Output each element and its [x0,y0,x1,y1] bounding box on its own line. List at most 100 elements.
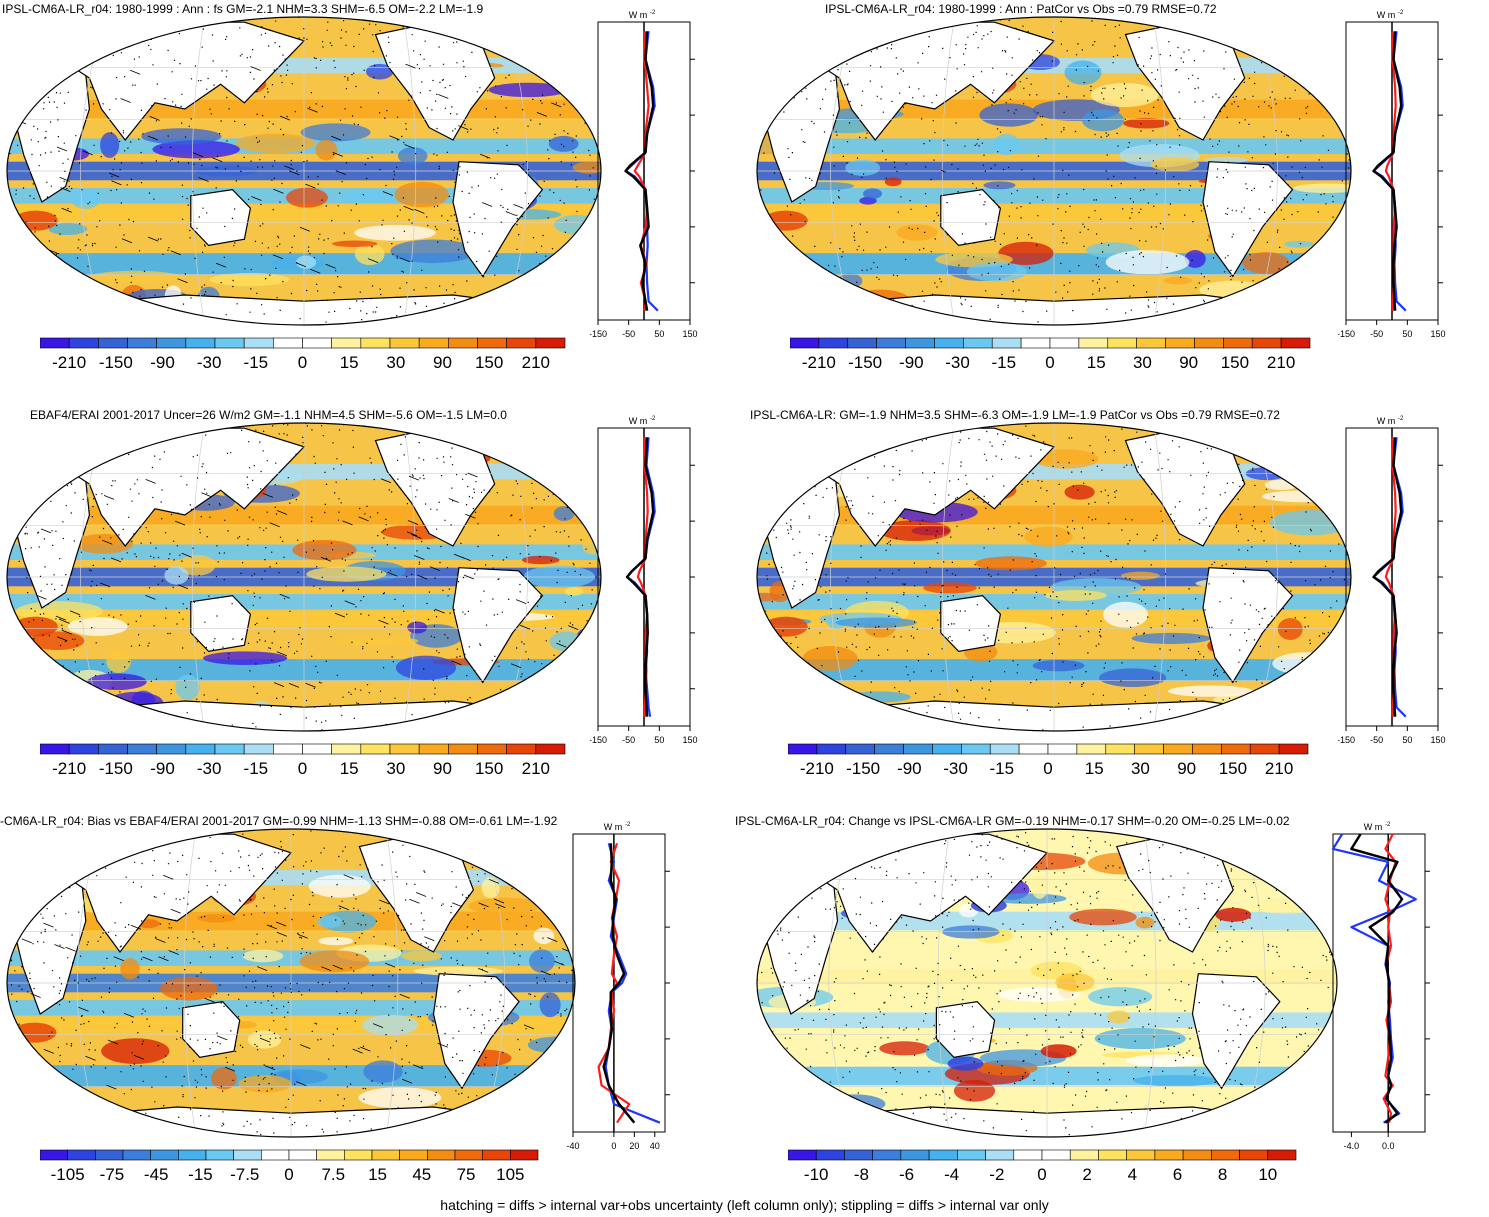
colorbar: -210 -150 -90 -30 -15 0 15 30 90 150 210 [790,337,1311,372]
map-canvas [756,422,1352,732]
panel-title: IPSL-CM6A-LR_r04: Change vs IPSL-CM6A-LR… [735,814,1290,828]
colorbar-swatch [448,337,478,349]
colorbar-swatch [932,743,962,755]
map [6,828,576,1138]
zonal-unit-sup: -2 [625,822,631,828]
colorbar-label: -30 [197,759,222,778]
colorbar-swatch [1136,337,1166,349]
colorbar: -210 -150 -90 -30 -15 0 15 30 90 150 210 [40,743,566,778]
colorbar-swatch [903,743,933,755]
colorbar-swatch [344,1149,373,1161]
colorbar-label: -210 [800,759,834,778]
colorbar-swatch [127,743,157,755]
colorbar-swatch [454,1149,483,1161]
panel-title: IPSL-CM6A-LR_r04: 1980-1999 : Ann : PatC… [825,2,1217,16]
colorbar-swatch [360,337,391,349]
colorbar-label: 75 [457,1165,476,1184]
zonal-series-red [597,842,631,1124]
colorbar-swatch [1105,743,1135,755]
colorbar-label: 30 [1131,759,1150,778]
colorbar-swatch [1013,1149,1043,1161]
colorbar-swatch [1165,337,1195,349]
colorbar-swatch [1182,1149,1212,1161]
colorbar-label: 7.5 [321,1165,345,1184]
zonal-unit-sup: -2 [650,10,656,16]
colorbar-swatch [98,743,128,755]
zonal-tick-label: 20 [629,1141,639,1151]
colorbar-swatch [844,1149,873,1161]
colorbar-container: -210 -150 -90 -30 -15 0 15 30 90 150 210 [40,336,575,386]
colorbar-label: 0 [1045,353,1054,372]
colorbar: -10 -8 -6 -4 -2 0 2 4 6 8 10 [788,1149,1297,1184]
zonal-unit: W m [1364,822,1383,832]
zonal-tick-label: 40 [650,1141,660,1151]
zonal-tick-label: 0 [611,1141,616,1151]
colorbar-swatch [1134,743,1164,755]
colorbar-swatch [934,337,964,349]
colorbar-swatch [905,337,935,349]
colorbar-label: 15 [1085,759,1104,778]
colorbar-label: 90 [433,759,452,778]
colorbar-swatch [427,1149,456,1161]
panel-p4: IPSL-CM6A-LR: GM=-1.9 NHM=3.5 SHM=-6.3 O… [750,406,1489,811]
zonal-series-black [625,437,655,717]
colorbar-label: -210 [52,353,86,372]
panel-p3: EBAF4/ERAI 2001-2017 Uncer=26 W/m2 GM=-1… [0,406,744,811]
panel-title: IPSL-CM6A-LR: GM=-1.9 NHM=3.5 SHM=-6.3 O… [750,408,1280,422]
zonal-series-blue [626,437,656,717]
colorbar-swatch [876,337,906,349]
zonal-series-blue [1372,437,1407,718]
colorbar-container: -10 -8 -6 -4 -2 0 2 4 6 8 10 [788,1148,1306,1198]
zonal-series-black [602,843,636,1124]
colorbar-label: 4 [1128,1165,1137,1184]
panel-title: EBAF4/ERAI 2001-2017 Uncer=26 W/m2 GM=-1… [30,408,507,422]
colorbar-swatch [1278,743,1309,755]
colorbar-swatch [331,337,362,349]
colorbar-label: 90 [433,353,452,372]
colorbar-label: 30 [386,759,405,778]
colorbar-swatch [418,743,449,755]
colorbar-swatch [156,743,187,755]
colorbar-swatch [150,1149,179,1161]
zonal-tick-label: 50 [654,329,664,339]
colorbar-label: -150 [846,759,880,778]
colorbar-swatch [448,743,478,755]
colorbar-label: 90 [1179,353,1198,372]
zonal-tick-label: -50 [1370,735,1383,745]
colorbar-label: 150 [1221,353,1249,372]
colorbar-label: 0 [1043,759,1052,778]
colorbar-swatch [482,1149,511,1161]
colorbar-label: 30 [386,353,405,372]
map-canvas [756,16,1352,326]
colorbar-swatch [788,1149,817,1161]
map [756,16,1352,326]
colorbar-label: 15 [340,759,359,778]
colorbar-swatch [1249,743,1280,755]
colorbar-label: -6 [899,1165,914,1184]
colorbar-label: 210 [522,759,550,778]
zonal-tick-label: -50 [622,735,635,745]
zonal-unit: W m [1377,416,1396,426]
colorbar: -105 -75 -45 -15 -7.5 0 7.5 15 45 75 105 [40,1149,539,1184]
colorbar-swatch [1018,743,1049,755]
panel-p6: IPSL-CM6A-LR_r04: Change vs IPSL-CM6A-LR… [735,812,1489,1217]
zonal-unit: W m [629,10,648,20]
colorbar-swatch [845,743,875,755]
colorbar-label: 45 [412,1165,431,1184]
colorbar-swatch [961,743,991,755]
colorbar-label: 6 [1173,1165,1182,1184]
colorbar-swatch [1049,337,1080,349]
colorbar-swatch [302,337,332,349]
colorbar-label: -105 [51,1165,85,1184]
colorbar-swatch [40,1149,68,1161]
colorbar-label: -75 [100,1165,125,1184]
colorbar-swatch [122,1149,151,1161]
zonal-tick-label: -150 [590,329,607,339]
colorbar-swatch [872,1149,902,1161]
colorbar-swatch [900,1149,930,1161]
colorbar-label: 0 [298,353,307,372]
colorbar-swatch [288,1149,317,1161]
